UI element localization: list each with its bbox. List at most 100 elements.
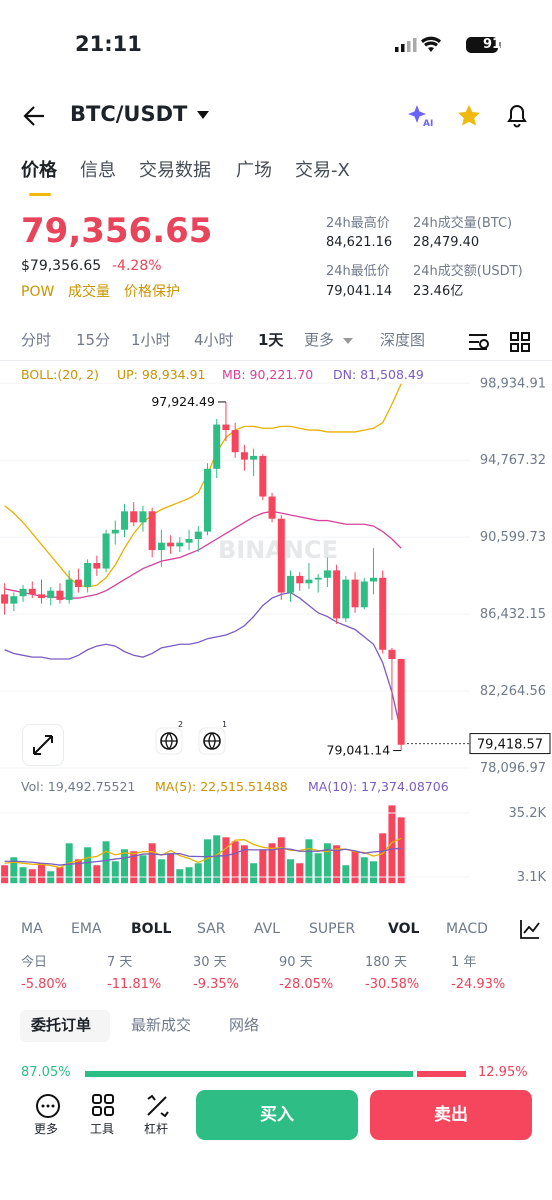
candle-body bbox=[323, 570, 331, 578]
globe-button[interactable] bbox=[155, 727, 185, 755]
stat-label: 24h成交额(USDT) bbox=[413, 264, 523, 279]
sell-button[interactable]: 卖出 bbox=[370, 1090, 532, 1140]
period-value: -5.80% bbox=[21, 977, 67, 992]
volume-bar bbox=[167, 853, 175, 884]
order-tab[interactable]: 委托订单 bbox=[31, 1016, 92, 1034]
candle-body bbox=[157, 542, 165, 551]
candle-body bbox=[250, 455, 258, 460]
volume-bar bbox=[277, 837, 285, 884]
volume-bar bbox=[19, 867, 27, 884]
interval[interactable]: 更多 bbox=[304, 331, 335, 349]
candle-body bbox=[305, 579, 313, 584]
volume-label: Vol: 19,492.75521 bbox=[21, 779, 136, 794]
price-change: -4.28% bbox=[112, 258, 162, 274]
indicator[interactable]: SUPER bbox=[309, 921, 356, 937]
volume-bar bbox=[176, 869, 184, 884]
interval[interactable]: 1小时 bbox=[131, 331, 171, 349]
candle-body bbox=[148, 511, 156, 551]
expand-icon bbox=[33, 735, 53, 755]
candle-body bbox=[342, 579, 350, 619]
interval[interactable]: 4小时 bbox=[194, 331, 234, 349]
candle-body bbox=[56, 590, 64, 600]
indicator-settings[interactable] bbox=[519, 918, 541, 940]
pair-title[interactable]: BTC/USDT bbox=[70, 102, 188, 126]
tab[interactable]: 广场 bbox=[236, 160, 272, 181]
candle-body bbox=[185, 539, 193, 543]
nav-label[interactable]: 更多 bbox=[34, 1122, 59, 1136]
expand-button[interactable] bbox=[22, 724, 64, 766]
y-tick-label: 98,934.91 bbox=[480, 376, 546, 391]
candle-body bbox=[259, 455, 267, 497]
volume-bar bbox=[314, 853, 322, 884]
candle-body bbox=[277, 518, 285, 593]
indicator[interactable]: MA bbox=[21, 921, 43, 937]
nav-label[interactable]: 工具 bbox=[90, 1122, 115, 1136]
y-tick-label: 78,096.97 bbox=[480, 761, 546, 776]
order-tab[interactable]: 网络 bbox=[229, 1016, 260, 1034]
favorite-star[interactable] bbox=[456, 103, 482, 129]
time: 21:11 bbox=[75, 32, 142, 56]
annotation: 79,041.14 bbox=[327, 743, 391, 758]
order-tab[interactable]: 最新成交 bbox=[131, 1016, 192, 1034]
bell-icon[interactable] bbox=[505, 102, 529, 130]
volume-bar bbox=[185, 867, 193, 884]
y-tick-label: 90,599.73 bbox=[480, 530, 546, 545]
tab[interactable]: 价格 bbox=[21, 160, 57, 181]
candle-body bbox=[37, 594, 46, 599]
candle-body bbox=[286, 575, 295, 593]
candle-body bbox=[130, 511, 138, 523]
indicator-line bbox=[4, 837, 402, 869]
badge: 1 bbox=[222, 720, 228, 729]
candle-body bbox=[167, 542, 175, 547]
candle-body bbox=[369, 577, 378, 582]
period-label: 180 天 bbox=[365, 955, 407, 970]
volume-bar bbox=[231, 841, 239, 884]
globe-button[interactable] bbox=[198, 727, 228, 755]
tab[interactable]: 信息 bbox=[80, 160, 116, 181]
candle-body bbox=[194, 531, 202, 539]
legend-entry: UP: 98,934.91 bbox=[117, 367, 206, 382]
y-tick-label: 3.1K bbox=[517, 870, 547, 885]
chart-tools[interactable] bbox=[467, 331, 531, 353]
indicator[interactable]: VOL bbox=[388, 921, 420, 937]
legend-entry: DN: 81,508.49 bbox=[333, 367, 424, 382]
interval[interactable]: 深度图 bbox=[380, 331, 426, 349]
caret bbox=[197, 111, 209, 119]
interval[interactable]: 1天 bbox=[258, 331, 284, 349]
indicator[interactable]: AVL bbox=[254, 921, 281, 937]
back-button[interactable] bbox=[22, 104, 48, 128]
annotation: 97,924.49 bbox=[151, 394, 215, 409]
volume-bar bbox=[102, 841, 110, 884]
interval[interactable]: 15分 bbox=[76, 331, 111, 349]
indicator[interactable]: EMA bbox=[71, 921, 102, 937]
svg-text:AI: AI bbox=[423, 119, 433, 128]
indicator[interactable]: SAR bbox=[197, 921, 226, 937]
y-tick-label: 86,432.15 bbox=[480, 607, 546, 622]
buy-button[interactable]: 买入 bbox=[196, 1090, 358, 1140]
stat-value: 28,479.40 bbox=[413, 235, 480, 250]
tag[interactable]: 价格保护 bbox=[124, 284, 180, 300]
buy-ratio: 87.05% bbox=[21, 1065, 71, 1080]
legend-entry: MA(5): 22,515.51488 bbox=[155, 779, 288, 794]
interval[interactable]: 分时 bbox=[21, 331, 52, 349]
indicator[interactable]: MACD bbox=[446, 921, 488, 937]
volume-bar bbox=[296, 863, 304, 884]
candle-body bbox=[213, 424, 221, 469]
ai-icon[interactable]: AI bbox=[407, 102, 435, 128]
candle-body bbox=[176, 542, 184, 547]
volume-bar bbox=[250, 863, 258, 884]
indicator[interactable]: BOLL bbox=[131, 921, 172, 937]
tag[interactable]: POW bbox=[21, 284, 55, 300]
volume-bar bbox=[351, 851, 359, 884]
indicator-line bbox=[4, 383, 402, 588]
candle-body bbox=[84, 563, 92, 587]
tab[interactable]: 交易-X bbox=[295, 160, 350, 181]
nav-label[interactable]: 杠杆 bbox=[144, 1122, 169, 1136]
tag[interactable]: 成交量 bbox=[68, 284, 110, 300]
period-value: -24.93% bbox=[451, 977, 506, 992]
candle-body bbox=[102, 533, 110, 569]
tab[interactable]: 交易数据 bbox=[139, 160, 211, 181]
volume-bar bbox=[56, 867, 64, 884]
volume-bar bbox=[240, 845, 248, 884]
